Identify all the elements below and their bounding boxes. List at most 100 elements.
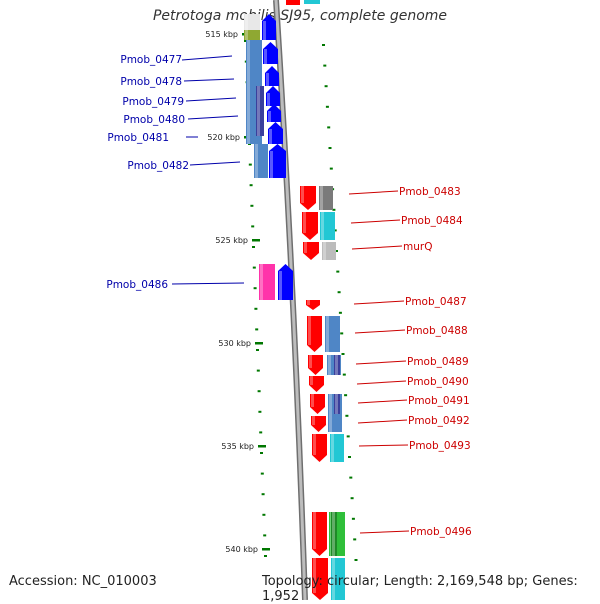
cog-box: [330, 434, 344, 462]
reverse-gene-leader: [355, 360, 407, 365]
scale-label: 530 kbp: [218, 339, 251, 348]
reverse-gene-leader: [358, 444, 409, 447]
reverse-cds-arrow-shine: [310, 376, 313, 385]
reverse-cds-arrow-shine: [313, 434, 316, 455]
scale-tick: [262, 548, 270, 551]
scale-label: 525 kbp: [215, 236, 248, 245]
minor-tick: [262, 513, 266, 516]
cog-box: [334, 394, 340, 414]
reverse-cds-arrow: [302, 212, 318, 240]
reverse-gene-leader: [353, 300, 405, 305]
minor-tick: [250, 204, 254, 207]
forward-gene-leader: [185, 97, 237, 102]
minor-tick: [259, 431, 263, 434]
cog-box-shine: [331, 434, 334, 462]
reverse-gene-label: Pmob_0492: [408, 415, 470, 427]
forward-cds-arrow-shine: [264, 49, 267, 64]
minor-tick: [353, 538, 357, 541]
minor-tick: [336, 270, 340, 273]
minor-tick: [255, 328, 259, 331]
minor-tick: [354, 559, 358, 561]
reverse-gene-label: Pmob_0483: [399, 186, 461, 198]
cog-box: [322, 242, 336, 260]
minor-tick: [340, 332, 344, 335]
minor-tick: [333, 229, 337, 232]
minor-tick: [346, 435, 350, 438]
reverse-gene-label: Pmob_0493: [409, 440, 471, 452]
minor-tick: [263, 534, 267, 537]
forward-cds-arrow: [262, 14, 276, 40]
reverse-cds-arrow-shine: [311, 394, 314, 407]
minor-tick: [327, 126, 331, 129]
minor-tick: [338, 311, 342, 314]
reverse-cds-arrow-shine: [303, 212, 306, 233]
minor-tick: [325, 105, 329, 108]
cog-box-shine: [332, 558, 335, 600]
reverse-gene-leader: [357, 419, 408, 424]
forward-gene-leader: [171, 282, 245, 285]
cog-box-shine: [247, 40, 250, 144]
minor-tick: [256, 349, 259, 351]
forward-gene-label: Pmob_0477: [120, 54, 182, 66]
minor-tick: [348, 456, 351, 458]
cog-box-shine: [335, 394, 338, 414]
scale-label: 515 kbp: [205, 30, 238, 39]
cog-box: [331, 558, 345, 600]
reverse-gene-leader: [351, 245, 403, 250]
minor-tick: [251, 225, 255, 228]
reverse-cds-arrow-shine: [304, 242, 307, 253]
partial-feature: [304, 0, 320, 4]
minor-tick: [254, 307, 258, 310]
reverse-gene-label: Pmob_0491: [408, 395, 470, 407]
reverse-cds-arrow: [312, 558, 328, 600]
label-layer: Pmob_0477 Pmob_0478 Pmob_0479 Pmob_0480 Pmob…: [106, 54, 472, 538]
reverse-gene-label: murQ: [403, 241, 432, 253]
reverse-gene-label: Pmob_0490: [407, 376, 469, 388]
reverse-gene-leader: [348, 190, 399, 195]
cog-box: [259, 264, 275, 300]
minor-tick: [350, 497, 354, 500]
cog-box-shine: [245, 14, 248, 38]
forward-gene-label: Pmob_0480: [123, 114, 185, 126]
minor-tick: [248, 163, 252, 166]
minor-tick: [337, 291, 341, 294]
forward-gene-label: Pmob_0481: [107, 132, 169, 144]
reverse-cds-arrow: [300, 186, 316, 210]
reverse-gene-leader: [354, 329, 406, 334]
scale-label: 535 kbp: [221, 442, 254, 451]
reverse-gene-label: Pmob_0496: [410, 526, 472, 538]
forward-gene-label: Pmob_0478: [120, 76, 182, 88]
forward-cds-arrow: [263, 42, 278, 64]
cog-box: [254, 144, 268, 178]
minor-tick: [341, 353, 345, 355]
reverse-gene-label: Pmob_0487: [405, 296, 467, 308]
scale-tick: [255, 342, 263, 345]
cog-box-shine: [332, 512, 335, 556]
scale-label: 540 kbp: [225, 545, 258, 554]
cog-box-shine: [260, 264, 263, 300]
reverse-cds-arrow-shine: [301, 186, 304, 203]
reverse-cds-arrow: [308, 355, 323, 375]
minor-tick: [342, 373, 346, 376]
minor-tick: [323, 64, 327, 67]
cog-box-shine: [329, 394, 332, 414]
reverse-cds-arrow: [310, 394, 325, 414]
scale-tick: [252, 239, 260, 242]
reverse-gene-leader: [356, 380, 407, 385]
reverse-gene-leader: [359, 530, 410, 534]
forward-gene-leader: [181, 55, 233, 61]
cog-box-shine: [335, 355, 338, 375]
reverse-cds-arrow-shine: [313, 558, 316, 593]
forward-cds-arrow-shine: [268, 111, 271, 122]
minor-tick: [329, 167, 333, 170]
forward-cds-arrow: [265, 66, 279, 86]
cog-box: [319, 186, 333, 210]
minor-tick: [324, 85, 328, 88]
minor-tick: [335, 250, 338, 252]
reverse-gene-label: Pmob_0484: [401, 215, 463, 227]
cog-box: [331, 512, 337, 556]
cog-box-shine: [257, 86, 260, 136]
forward-cds-arrow-shine: [269, 129, 272, 144]
minor-tick: [345, 414, 349, 417]
forward-cds-arrow: [269, 144, 286, 178]
